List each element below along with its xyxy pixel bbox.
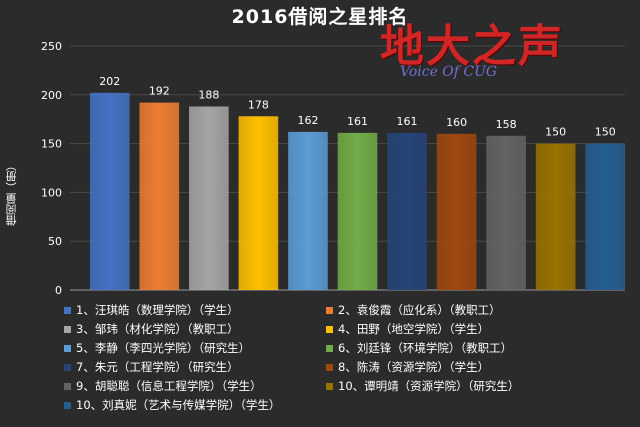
- logo-subtitle: Voice Of CUG: [400, 64, 498, 80]
- legend-label: 9、胡聪聪（信息工程学院）（学生）: [76, 379, 262, 393]
- legend-label: 5、李静（李四光学院）（研究生）: [76, 341, 251, 355]
- bar: [139, 102, 180, 290]
- legend-swatch: [64, 363, 71, 371]
- bar-chart-svg: 0 50 100 150 200 250 202 192 188 178 162 161 161 160 1…: [41, 40, 626, 297]
- legend-label: 10、刘真妮（艺术与传媒学院）（学生）: [76, 398, 281, 412]
- bar: [535, 143, 576, 290]
- legend-swatch: [64, 382, 71, 390]
- bar: [189, 106, 229, 291]
- watermark-logo: 地大之声 Voice Of CUG: [380, 10, 640, 105]
- legend-label: 1、汪琪皓（数理学院）（学生）: [76, 303, 239, 317]
- y-tick-label: 150: [41, 138, 62, 151]
- legend-swatch: [64, 401, 71, 409]
- legend-item: 9、胡聪聪（信息工程学院）（学生）: [64, 378, 262, 394]
- bar-value-label: 150: [545, 126, 566, 139]
- legend-label: 2、袁俊霞（应化系）（教职工）: [338, 303, 501, 317]
- legend-item: 4、田野（地空学院）（学生）: [326, 321, 489, 337]
- legend-item: 3、邹玮（材化学院）（教职工）: [64, 321, 239, 337]
- bar-value-label: 202: [99, 75, 120, 88]
- legend-swatch: [326, 306, 333, 314]
- legend-item: 7、朱元（工程学院）（研究生）: [64, 359, 239, 375]
- legend-item: 1、汪琪皓（数理学院）（学生）: [64, 302, 239, 318]
- legend-swatch: [64, 344, 71, 352]
- legend-label: 3、邹玮（材化学院）（教职工）: [76, 322, 239, 336]
- bar: [486, 135, 526, 290]
- legend-item: 5、李静（李四光学院）（研究生）: [64, 340, 250, 356]
- y-tick-label: 0: [55, 284, 62, 297]
- bar-value-label: 158: [496, 118, 517, 131]
- chart-title: 2016借阅之星排名: [231, 6, 409, 28]
- legend-item: 6、刘廷锋（环境学院）（教职工）: [326, 340, 512, 356]
- legend-label: 4、田野（地空学院）（学生）: [338, 322, 490, 336]
- logo-text: 地大之声: [380, 21, 564, 72]
- y-tick-label: 50: [48, 235, 62, 248]
- bar-value-label: 160: [446, 116, 467, 129]
- bar-value-label: 150: [595, 126, 616, 139]
- bar-value-label: 192: [149, 85, 170, 98]
- legend-item: 8、陈涛（资源学院）（学生）: [326, 359, 489, 375]
- bar-value-label: 162: [297, 114, 318, 127]
- bar: [337, 132, 378, 290]
- bar: [238, 116, 279, 290]
- bar: [585, 143, 626, 290]
- legend-label: 6、刘廷锋（环境学院）（教职工）: [338, 341, 513, 355]
- legend-label: 10、谭明靖（资源学院）（研究生）: [338, 379, 520, 393]
- legend-label: 7、朱元（工程学院）（研究生）: [76, 360, 239, 374]
- bar: [89, 92, 130, 291]
- legend-swatch: [326, 382, 333, 390]
- bar-value-label: 178: [248, 98, 269, 111]
- legend-swatch: [326, 363, 333, 371]
- legend-label: 8、陈涛（资源学院）（学生）: [338, 360, 490, 374]
- y-tick-label: 200: [41, 89, 62, 102]
- legend-swatch: [326, 325, 333, 333]
- bar-value-label: 161: [347, 115, 368, 128]
- bar: [436, 133, 477, 290]
- legend-swatch: [326, 344, 333, 352]
- bar-value-label: 161: [397, 115, 418, 128]
- legend-swatch: [64, 306, 71, 314]
- bar-value-label: 188: [198, 89, 219, 102]
- legend-item: 10、刘真妮（艺术与传媒学院）（学生）: [64, 397, 280, 413]
- y-tick-label: 250: [41, 40, 62, 53]
- bar: [387, 132, 427, 290]
- y-tick-label: 100: [41, 186, 62, 199]
- legend-item: 10、谭明靖（资源学院）（研究生）: [326, 378, 519, 394]
- legend-swatch: [64, 325, 71, 333]
- legend-item: 2、袁俊霞（应化系）（教职工）: [326, 302, 501, 318]
- bar: [288, 131, 328, 290]
